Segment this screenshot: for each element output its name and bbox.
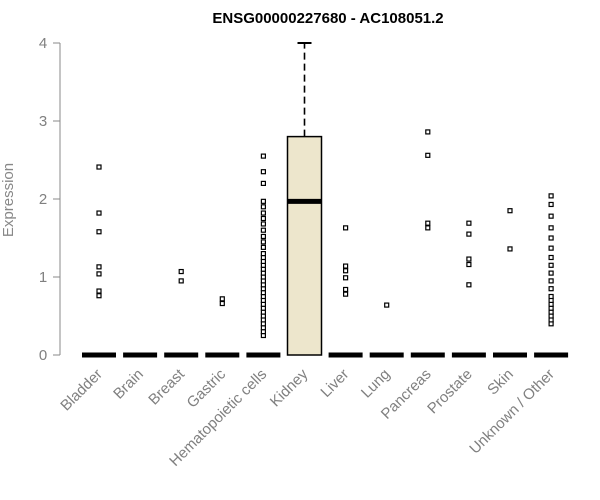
- outlier-point-unknown-other: [548, 201, 554, 208]
- outlier-point-unknown-other: [548, 270, 554, 276]
- box-group-lung: [369, 302, 404, 358]
- outlier-point-hematopoietic-cells: [260, 204, 266, 210]
- outlier-point-prostate: [466, 220, 472, 226]
- y-axis: 0 1 2 3 4: [39, 35, 61, 364]
- outlier-point-unknown-other: [548, 235, 554, 241]
- outlier-point-hematopoietic-cells: [260, 221, 266, 227]
- outlier-point-pancreas: [425, 152, 431, 158]
- y-tick-label-4: 4: [39, 35, 47, 52]
- x-tick-label-breast: Breast: [145, 365, 188, 408]
- outlier-point-gastric: [219, 296, 225, 302]
- outlier-point-hematopoietic-cells: [260, 180, 266, 186]
- box-group-bladder: [82, 164, 116, 358]
- outlier-point-hematopoietic-cells: [260, 215, 266, 222]
- outlier-point-hematopoietic-cells: [260, 233, 266, 240]
- x-tick-label-prostate: Prostate: [424, 366, 476, 418]
- box-group-hematopoietic-cells: [246, 153, 281, 358]
- outlier-point-unknown-other: [548, 245, 554, 251]
- box-group-pancreas: [410, 129, 445, 358]
- y-tick-label-1: 1: [39, 269, 47, 286]
- outlier-point-hematopoietic-cells: [260, 153, 266, 159]
- outlier-point-unknown-other: [548, 286, 554, 292]
- outlier-point-liver: [343, 286, 349, 293]
- outlier-point-unknown-other: [548, 254, 554, 261]
- y-axis-label: Expression: [0, 163, 17, 237]
- outlier-point-bladder: [96, 271, 102, 277]
- y-tick-label-3: 3: [39, 113, 47, 130]
- x-tick-label-liver: Liver: [317, 366, 352, 401]
- outlier-point-prostate: [466, 282, 472, 288]
- outlier-point-prostate: [466, 231, 472, 237]
- outlier-point-prostate: [466, 256, 472, 262]
- outlier-point-bladder: [96, 264, 102, 270]
- outlier-point-liver: [343, 225, 349, 231]
- outlier-point-lung: [384, 302, 390, 308]
- outlier-point-bladder: [96, 210, 102, 216]
- box-group-liver: [328, 225, 363, 358]
- outlier-point-hematopoietic-cells: [260, 251, 266, 257]
- outlier-point-unknown-other: [548, 278, 554, 284]
- box-group-breast: [164, 268, 199, 358]
- x-tick-label-kidney: Kidney: [267, 365, 312, 410]
- outlier-point-liver: [343, 291, 349, 297]
- outlier-point-unknown-other: [548, 293, 554, 300]
- plot-area: [82, 42, 569, 358]
- y-tick-label-0: 0: [39, 347, 47, 364]
- outlier-point-prostate: [466, 261, 472, 268]
- outlier-point-breast: [178, 268, 184, 275]
- outlier-point-hematopoietic-cells: [260, 169, 266, 175]
- outlier-point-skin: [507, 246, 513, 252]
- outlier-point-pancreas: [425, 225, 431, 231]
- outlier-point-gastric: [219, 300, 225, 307]
- chart-title: ENSG00000227680 - AC108051.2: [212, 10, 443, 27]
- outlier-point-bladder: [96, 229, 102, 235]
- outlier-point-breast: [178, 278, 184, 284]
- outlier-point-hematopoietic-cells: [260, 244, 266, 250]
- box-group-unknown-other: [534, 193, 569, 358]
- outlier-point-hematopoietic-cells: [260, 210, 266, 216]
- outlier-point-bladder: [96, 293, 102, 299]
- x-tick-label-bladder: Bladder: [57, 366, 106, 415]
- x-tick-label-skin: Skin: [484, 366, 517, 399]
- box-group-prostate: [451, 220, 486, 358]
- outlier-point-liver: [343, 263, 349, 269]
- outlier-point-hematopoietic-cells: [260, 198, 266, 204]
- outlier-point-unknown-other: [548, 225, 554, 231]
- outlier-point-hematopoietic-cells: [260, 227, 266, 233]
- y-tick-label-2: 2: [39, 191, 47, 208]
- outlier-point-bladder: [96, 164, 102, 170]
- outlier-point-unknown-other: [548, 213, 554, 219]
- box-group-gastric: [205, 296, 240, 358]
- outlier-point-pancreas: [425, 129, 431, 135]
- outlier-point-pancreas: [425, 220, 431, 226]
- outlier-point-liver: [343, 275, 349, 281]
- box-group-skin: [493, 208, 527, 358]
- outlier-point-bladder: [96, 288, 102, 294]
- x-tick-label-brain: Brain: [110, 366, 147, 403]
- box-kidney: [286, 135, 323, 356]
- box-group-kidney: [286, 42, 323, 356]
- outlier-point-skin: [507, 208, 513, 214]
- x-tick-label-lung: Lung: [358, 366, 394, 402]
- outlier-point-hematopoietic-cells: [260, 239, 266, 245]
- outlier-point-unknown-other: [548, 262, 554, 268]
- outlier-point-liver: [343, 268, 349, 274]
- outlier-point-unknown-other: [548, 193, 554, 199]
